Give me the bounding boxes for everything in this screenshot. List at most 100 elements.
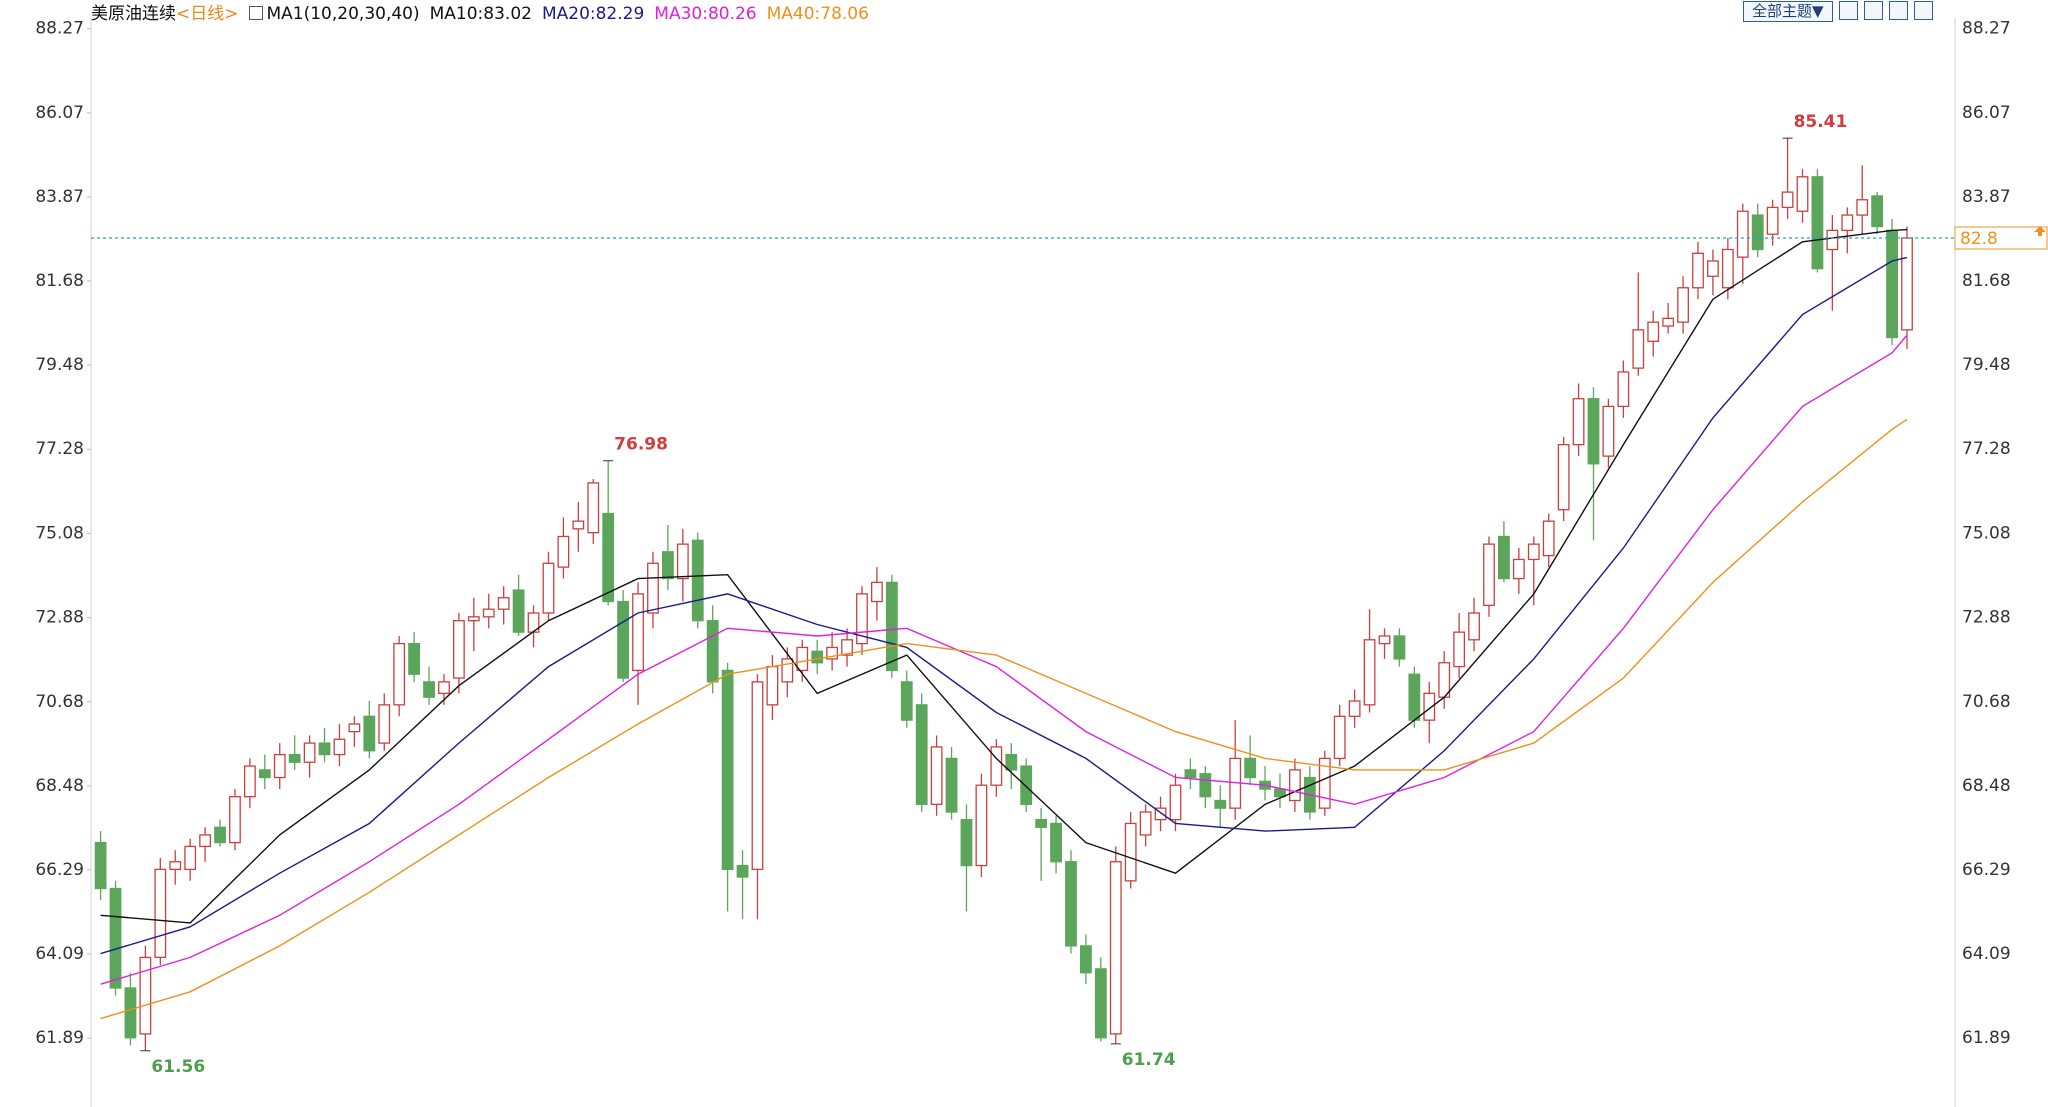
candle-body [1453,631,1466,668]
candle-body [1378,635,1391,645]
candle-body [214,826,226,844]
candle-body [751,681,764,871]
candle-body [1751,214,1764,251]
candle-body [900,681,913,721]
chart-title: 美原油连续 [91,4,176,24]
candle-body [1184,769,1197,779]
candle-body [826,646,839,660]
candle-body [199,834,212,848]
candle-body [169,861,182,871]
candle-body [1289,769,1301,802]
candle-body [1199,773,1212,798]
candle-body [721,669,734,871]
last-price-arrow [2034,226,2046,237]
candle-body [856,593,868,645]
candle-body [408,642,421,675]
legend-entry: MA20:82.29 [541,4,645,24]
candle-body [572,520,585,530]
candle-body [1050,822,1062,863]
y-tick-label: 88.27 [35,19,84,39]
candle-body [1020,765,1033,805]
last-price-box [1954,226,2048,250]
y-tick-label-right: 70.68 [1962,692,2011,712]
extreme-label: 61.56 [151,1057,205,1077]
y-tick-label: 81.68 [35,271,84,291]
candle-body [1826,229,1839,251]
candle-body [1856,199,1869,216]
indicator-icon [248,6,263,20]
candle-body [1587,398,1600,465]
candle-body [184,845,197,871]
candle-body [1901,237,1913,331]
candle-body [467,616,480,622]
candle-body [945,757,958,813]
toolbar-icon[interactable] [1838,1,1858,20]
candle-body [1692,252,1704,289]
y-tick-label-right: 75.08 [1962,523,2011,543]
candle-body [1527,543,1540,561]
theme-button[interactable]: 全部主题▼ [1743,1,1833,22]
candle-body [333,738,346,756]
y-tick-label-right: 81.68 [1962,271,2011,291]
y-tick-label: 68.48 [35,776,84,796]
toolbar-icon[interactable] [1863,1,1883,20]
candle-body [1139,811,1152,836]
legend-entry: MA40:78.06 [766,4,869,24]
candle-body [766,665,779,706]
candle-body [378,704,391,744]
toolbar-icon[interactable] [1888,1,1908,20]
y-tick-label-right: 88.27 [1962,19,2011,39]
y-tick-label-right: 72.88 [1962,608,2011,628]
toolbar-icon[interactable] [1913,1,1933,20]
y-tick-label: 64.09 [35,944,84,964]
y-tick-label: 77.28 [35,439,84,459]
candle-body [243,765,256,798]
candle-body [1557,443,1570,511]
candle-body [1005,753,1018,771]
candle-body [124,987,137,1039]
candle-body [1318,757,1331,809]
candle-body [990,746,1003,786]
indicator-label[interactable]: MA1(10,20,30,40) [248,2,420,26]
candle-body [438,681,450,695]
ma-line [100,228,1908,924]
candle-body [691,539,704,622]
candle-body [1766,206,1779,235]
candle-body [318,742,331,756]
candle-body [139,956,152,1035]
candle-body [348,723,361,733]
candle-body [1841,214,1854,232]
candle-body [1393,635,1406,660]
y-tick-label-right: 66.29 [1962,860,2011,880]
candle-body [542,562,555,614]
candle-body [109,887,122,989]
candle-body [1721,248,1734,289]
candle-body [1094,968,1107,1039]
candle-body [393,642,406,706]
y-tick-label: 83.87 [35,187,84,207]
extreme-label: 76.98 [614,435,668,455]
candle-body [1677,287,1689,323]
candle-body [676,543,689,580]
candle-body [587,482,600,534]
candle-body [736,864,749,878]
candle-body [94,841,107,890]
ma-line [100,334,1908,985]
y-tick-label: 66.29 [35,860,84,880]
candle-body [1333,715,1346,760]
candle-body [796,646,809,672]
candle-body [1512,558,1525,580]
candle-body [154,868,167,959]
candle-body [1214,799,1227,809]
candle-body [452,620,465,679]
candle-body [482,608,495,618]
period-label[interactable]: <日线> [176,4,239,24]
candle-body [930,746,943,805]
candle-body [1080,945,1092,974]
candle-body [1498,535,1510,580]
y-tick-label: 70.68 [35,692,84,712]
candle-body [1423,692,1436,721]
extreme-label: 61.74 [1122,1050,1176,1070]
candle-body [1811,176,1824,270]
